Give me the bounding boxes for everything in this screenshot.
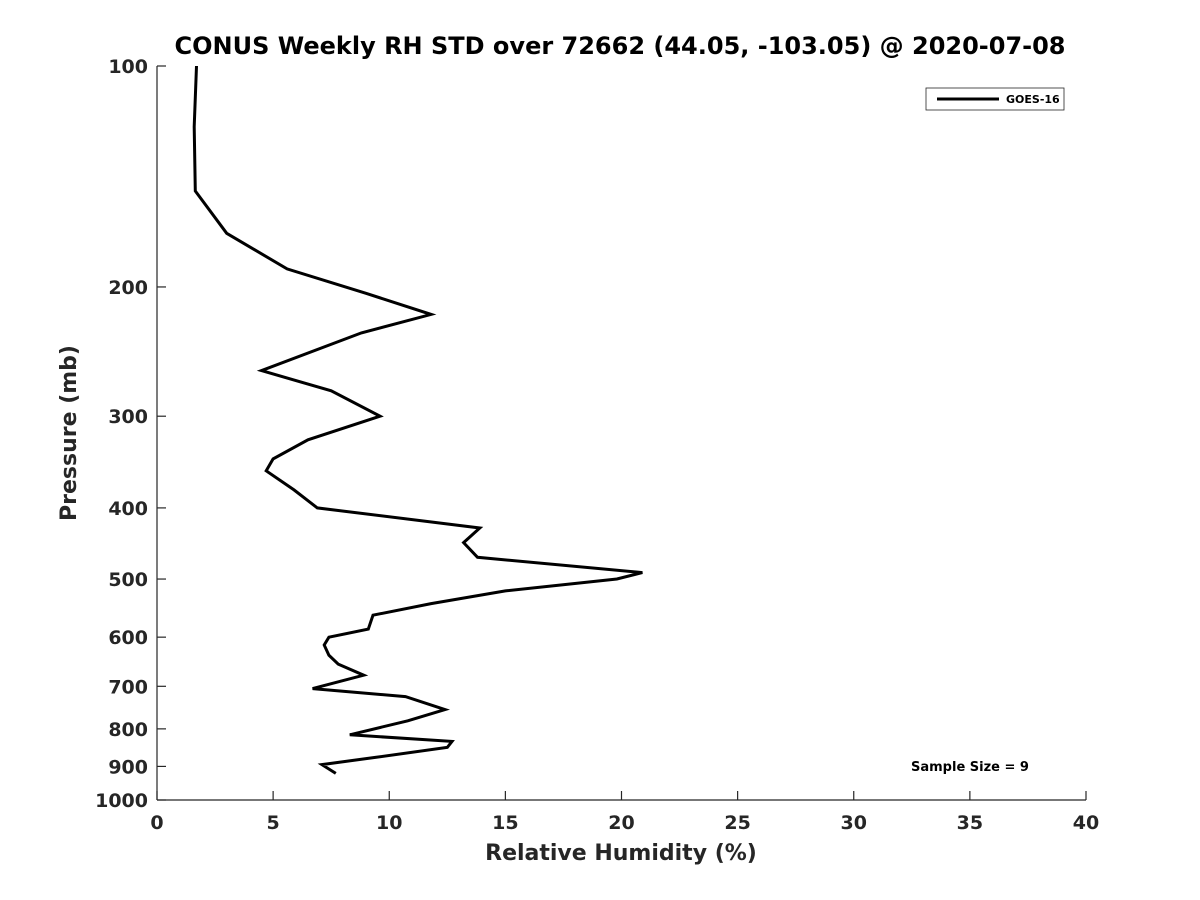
y-axis-ticks: 100 200 300 400 500 600 700 800 900 1000 [95,56,166,812]
x-tick-label: 10 [376,812,402,834]
y-tick-label: 300 [108,406,148,428]
y-tick-label: 500 [108,569,148,591]
y-tick-label: 900 [108,756,148,778]
legend-label: GOES-16 [1006,93,1060,106]
x-tick-label: 40 [1073,812,1099,834]
x-axis-label: Relative Humidity (%) [485,841,757,866]
x-tick-label: 30 [841,812,867,834]
x-tick-label: 5 [267,812,280,834]
y-tick-label: 600 [108,627,148,649]
y-tick-label: 200 [108,277,148,299]
y-tick-label: 100 [108,56,148,78]
x-tick-label: 0 [150,812,163,834]
x-tick-label: 15 [492,812,518,834]
y-axis-label: Pressure (mb) [57,345,82,521]
x-tick-label: 25 [724,812,750,834]
series-line-goes-16 [192,65,643,775]
x-tick-label: 35 [957,812,983,834]
x-axis-ticks: 0 5 10 15 20 25 30 35 40 [150,791,1099,834]
series-layer [192,65,643,775]
y-tick-label: 700 [108,676,148,698]
y-tick-label: 1000 [95,790,148,812]
chart-title: CONUS Weekly RH STD over 72662 (44.05, -… [174,32,1065,60]
x-tick-label: 20 [608,812,634,834]
legend: GOES-16 [925,87,1065,111]
sample-size-annotation: Sample Size = 9 [911,760,1029,775]
y-tick-label: 800 [108,719,148,741]
y-tick-label: 400 [108,498,148,520]
